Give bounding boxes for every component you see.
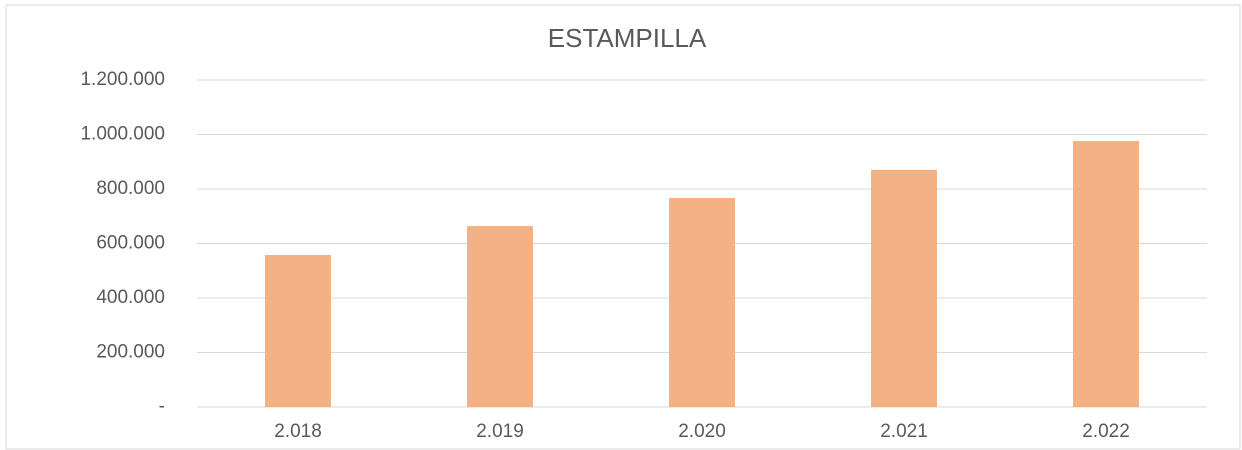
bar: [1073, 141, 1139, 408]
chart-title: ESTAMPILLA: [548, 23, 707, 53]
x-tick-label: 2.018: [274, 421, 322, 442]
y-tick-label: 600.000: [96, 233, 165, 254]
y-tick-label: 400.000: [96, 287, 165, 308]
x-tick-label: 2.020: [678, 421, 726, 442]
x-tick-label: 2.019: [476, 421, 524, 442]
y-tick-label: 200.000: [96, 342, 165, 363]
bar: [467, 226, 533, 407]
chart-frame: [5, 4, 1241, 450]
bar: [669, 197, 735, 407]
y-tick-label: 1.200.000: [80, 69, 165, 90]
bar: [265, 254, 331, 407]
x-tick-label: 2.021: [880, 421, 928, 442]
bar: [871, 169, 937, 407]
x-tick-label: 2.022: [1082, 421, 1130, 442]
y-tick-label: 800.000: [96, 178, 165, 199]
y-tick-label: -: [159, 396, 165, 417]
y-tick-label: 1.000.000: [80, 124, 165, 145]
